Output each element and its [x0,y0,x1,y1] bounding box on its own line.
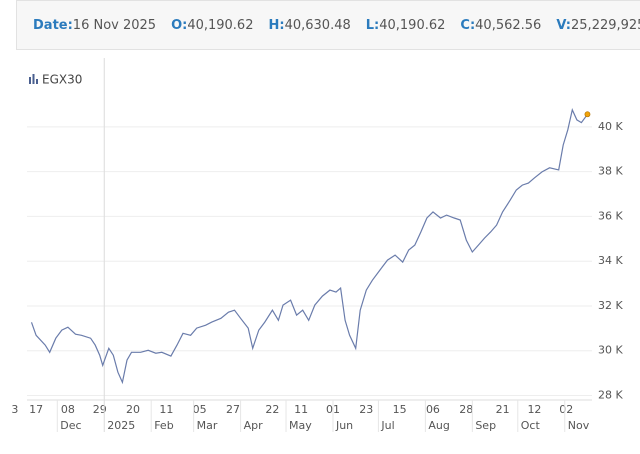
x-tick-label: 27 [226,403,240,416]
last-point-marker [584,111,591,118]
y-tick-label: 38 K [598,165,623,178]
x-tick-label: 17 [29,403,43,416]
y-tick-label: 36 K [598,209,623,222]
month-label: Aug [428,419,449,432]
header-value: 40,190.62 [187,17,254,33]
x-tick-label: 29 [93,403,107,416]
header-value: 40,630.48 [284,17,351,33]
x-tick-label: 3 [11,403,18,416]
header-item: O:40,190.62 [171,18,253,33]
month-label: Jun [335,419,353,432]
month-label: May [289,419,312,432]
x-tick-label: 12 [527,403,541,416]
header-item: C:40,562.56 [460,18,541,33]
month-label: Dec [60,419,81,432]
y-tick-label: 28 K [598,389,623,402]
header-item: Date:16 Nov 2025 [33,18,156,33]
header-label: V: [556,17,572,33]
x-tick-label: 23 [359,403,373,416]
header-value: 25,229,925 [571,17,640,33]
y-tick-label: 40 K [598,120,623,133]
header-value: 40,190.62 [379,17,446,33]
y-tick-label: 30 K [598,344,623,357]
month-label: 2025 [107,419,135,432]
header-item: V:25,229,925 [556,18,640,33]
y-tick-label: 34 K [598,254,623,267]
month-label: Sep [475,419,496,432]
x-tick-label: 20 [126,403,140,416]
header-item: H:40,630.48 [268,18,350,33]
month-label: Apr [244,419,264,432]
x-tick-label: 11 [159,403,173,416]
x-tick-label: 21 [496,403,510,416]
x-tick-label: 02 [559,403,573,416]
header-label: Date: [33,17,73,33]
y-tick-label: 32 K [598,299,623,312]
month-label: Mar [197,419,218,432]
header-label: H: [268,17,285,33]
x-tick-label: 08 [61,403,75,416]
x-tick-label: 15 [393,403,407,416]
month-label: Oct [521,419,541,432]
legend-icon [29,74,38,84]
x-tick-label: 06 [426,403,440,416]
header-value: 40,562.56 [475,17,542,33]
month-label: Jul [380,419,394,432]
x-tick-label: 11 [294,403,308,416]
x-tick-label: 22 [265,403,279,416]
header-value: 16 Nov 2025 [72,17,157,33]
header-label: O: [171,17,188,33]
header-label: L: [365,17,380,33]
price-line [30,108,588,385]
month-label: Feb [154,419,173,432]
header-item: L:40,190.62 [366,18,446,33]
x-tick-label: 28 [459,403,473,416]
header-label: C: [460,17,476,33]
month-label: Nov [568,419,590,432]
ohlc-header: Date:16 Nov 2025 O:40,190.62 H:40,630.48 L:… [16,0,640,50]
x-tick-label: 05 [193,403,207,416]
chart-title: EGX30 [42,73,82,87]
